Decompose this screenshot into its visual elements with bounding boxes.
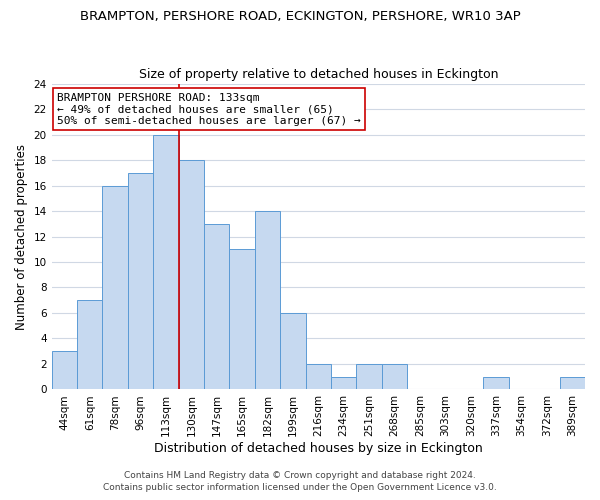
Bar — [560, 376, 585, 390]
Bar — [204, 224, 229, 390]
Bar — [331, 376, 356, 390]
Bar — [229, 250, 255, 390]
Bar — [52, 351, 77, 390]
Bar — [356, 364, 382, 390]
Bar — [179, 160, 204, 390]
Bar — [305, 364, 331, 390]
Bar — [255, 211, 280, 390]
Text: BRAMPTON, PERSHORE ROAD, ECKINGTON, PERSHORE, WR10 3AP: BRAMPTON, PERSHORE ROAD, ECKINGTON, PERS… — [80, 10, 520, 23]
X-axis label: Distribution of detached houses by size in Eckington: Distribution of detached houses by size … — [154, 442, 483, 455]
Text: Contains HM Land Registry data © Crown copyright and database right 2024.
Contai: Contains HM Land Registry data © Crown c… — [103, 471, 497, 492]
Bar — [77, 300, 103, 390]
Bar — [103, 186, 128, 390]
Bar — [382, 364, 407, 390]
Title: Size of property relative to detached houses in Eckington: Size of property relative to detached ho… — [139, 68, 498, 81]
Bar — [484, 376, 509, 390]
Text: BRAMPTON PERSHORE ROAD: 133sqm
← 49% of detached houses are smaller (65)
50% of : BRAMPTON PERSHORE ROAD: 133sqm ← 49% of … — [57, 92, 361, 126]
Bar — [128, 173, 153, 390]
Y-axis label: Number of detached properties: Number of detached properties — [15, 144, 28, 330]
Bar — [280, 313, 305, 390]
Bar — [153, 134, 179, 390]
